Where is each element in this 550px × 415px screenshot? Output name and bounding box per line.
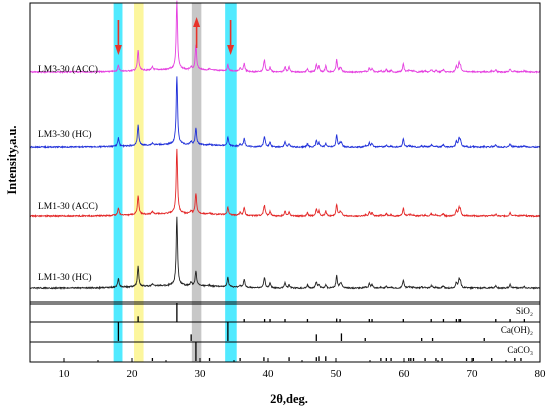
series-label-1: LM3-30 (HC): [38, 129, 92, 140]
series-trace-2: [29, 148, 541, 219]
x-axis-ticks: 10 20 30 40 50 60 70 80: [29, 358, 547, 380]
series-trace-0: [29, 0, 541, 74]
plot-frame: [29, 2, 541, 363]
series-label-2: LM1-30 (ACC): [38, 201, 98, 212]
arrow-head-1: [193, 17, 201, 27]
x-tick-label-1: 20: [127, 368, 139, 380]
series-layer: LM3-30 (ACC) LM3-30 (HC) LM1-30 (ACC) LM1-3…: [29, 0, 541, 291]
highlight-band-2: [191, 3, 202, 362]
x-tick-label-7: 80: [535, 368, 547, 380]
series-trace-1: [29, 76, 541, 149]
highlight-band-0: [113, 3, 123, 362]
x-tick-label-6: 70: [467, 368, 479, 380]
plot-border: [29, 2, 541, 363]
ref-label-0: SiO₂: [516, 306, 533, 316]
arrow-0: [114, 20, 122, 55]
highlight-band-1: [134, 3, 144, 362]
x-tick-label-4: 50: [331, 368, 343, 380]
arrow-head-2: [227, 45, 235, 55]
arrow-head-0: [114, 45, 122, 55]
x-tick-label-0: 10: [59, 368, 71, 380]
y-axis-title: Intensity,a.u.: [5, 125, 19, 194]
x-tick-label-3: 40: [263, 368, 275, 380]
arrow-1: [193, 17, 201, 48]
series-label-3: LM1-30 (HC): [38, 272, 92, 283]
highlight-band-3: [225, 3, 237, 362]
trend-arrows: [114, 17, 235, 55]
ref-label-1: Ca(OH)₂: [501, 325, 533, 335]
x-axis-title: 2θ,deg.: [270, 392, 308, 406]
x-tick-label-2: 30: [195, 368, 207, 380]
ref-label-2: CaCO₃: [507, 345, 533, 355]
series-label-0: LM3-30 (ACC): [38, 64, 98, 75]
x-tick-label-5: 60: [399, 368, 411, 380]
arrow-2: [227, 20, 235, 55]
highlight-bands: [113, 3, 237, 362]
series-trace-3: [29, 216, 541, 291]
reference-patterns: SiO₂ Ca(OH)₂ CaCO₃: [117, 303, 533, 361]
